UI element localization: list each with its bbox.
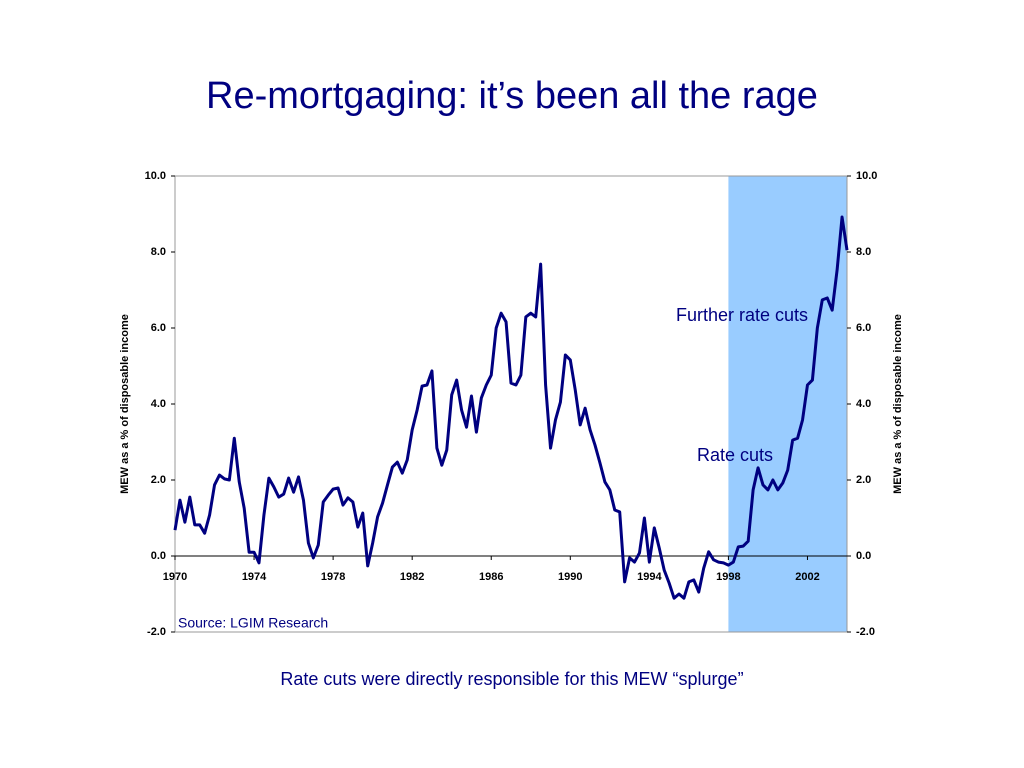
- shaded-period: [728, 176, 847, 632]
- x-tick-label: 1986: [479, 571, 503, 583]
- x-tick-label: 1982: [400, 571, 424, 583]
- y-tick-label: 0.0: [151, 550, 166, 562]
- y2-tick-label: 0.0: [856, 550, 871, 562]
- y2-tick-label: 2.0: [856, 474, 871, 486]
- y-tick-label: 10.0: [145, 170, 166, 182]
- y2-tick-label: 6.0: [856, 322, 871, 334]
- plot: -2.0 0.0 2.0 4.0 6.0 8.0 10.0 -2.0 0.0 2.0 4.0 6.0 8…: [145, 170, 878, 638]
- y-tick-label: 4.0: [151, 398, 166, 410]
- y-tick-label: 6.0: [151, 322, 166, 334]
- y2-tick-label: 4.0: [856, 398, 871, 410]
- caption: Rate cuts were directly responsible for …: [280, 669, 743, 689]
- y-axis-title: MEW as a % of disposable income: [119, 314, 131, 494]
- x-tick-label: 1998: [716, 571, 740, 583]
- x-tick-label: 1974: [242, 571, 267, 583]
- slide-title: Re-mortgaging: it’s been all the rage: [206, 75, 818, 117]
- annotation: Further rate cuts: [676, 305, 808, 325]
- y2-axis-title: MEW as a % of disposable income: [892, 314, 904, 494]
- x-tick-label: 1970: [163, 571, 187, 583]
- x-tick-label: 1994: [637, 571, 662, 583]
- annotation: Rate cuts: [697, 445, 773, 465]
- source: Source: LGIM Research: [178, 615, 328, 631]
- x-tick-label: 1990: [558, 571, 582, 583]
- y2-tick-label: 10.0: [856, 170, 877, 182]
- y-tick-label: -2.0: [147, 626, 166, 638]
- series-line: [173, 215, 849, 600]
- x-tick-label: 1978: [321, 571, 345, 583]
- y-tick-label: 2.0: [151, 474, 166, 486]
- y-tick-label: 8.0: [151, 246, 166, 258]
- x-tick-label: 2002: [795, 571, 819, 583]
- y2-tick-label: -2.0: [856, 626, 875, 638]
- y2-tick-label: 8.0: [856, 246, 871, 258]
